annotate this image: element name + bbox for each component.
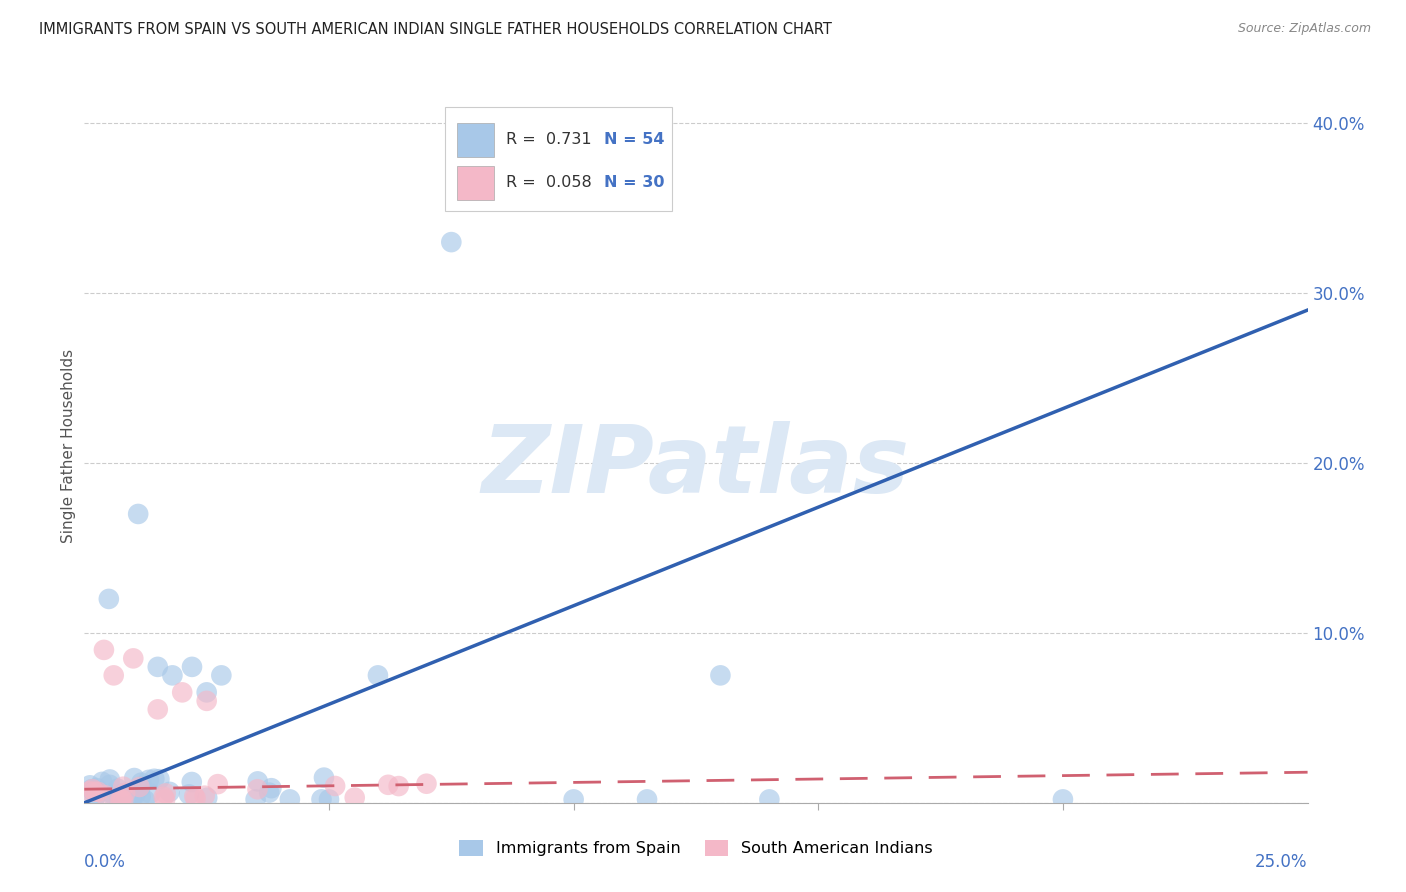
Point bbox=[758, 792, 780, 806]
Point bbox=[114, 786, 136, 800]
Point bbox=[162, 668, 184, 682]
Point bbox=[93, 643, 115, 657]
Point bbox=[177, 788, 200, 802]
Point bbox=[83, 783, 105, 797]
Point bbox=[377, 778, 399, 792]
Point bbox=[1052, 792, 1074, 806]
Text: 0.0%: 0.0% bbox=[84, 853, 127, 871]
Point bbox=[636, 792, 658, 806]
Point bbox=[245, 792, 267, 806]
Point bbox=[122, 651, 145, 665]
Point bbox=[103, 668, 125, 682]
Point bbox=[129, 780, 152, 794]
Point bbox=[103, 788, 125, 802]
Point bbox=[83, 791, 105, 805]
Point bbox=[172, 685, 194, 699]
Point bbox=[246, 774, 269, 789]
Point bbox=[112, 793, 135, 807]
Point bbox=[318, 792, 340, 806]
Point bbox=[155, 786, 177, 800]
Point bbox=[180, 775, 202, 789]
Point bbox=[143, 772, 166, 786]
Point bbox=[257, 786, 280, 800]
Point bbox=[709, 668, 731, 682]
Point bbox=[127, 507, 149, 521]
Point bbox=[181, 660, 204, 674]
Point bbox=[209, 668, 232, 682]
Text: Source: ZipAtlas.com: Source: ZipAtlas.com bbox=[1237, 22, 1371, 36]
Point bbox=[323, 779, 346, 793]
Point bbox=[121, 792, 143, 806]
Text: N = 30: N = 30 bbox=[605, 175, 665, 190]
Y-axis label: Single Father Households: Single Father Households bbox=[60, 349, 76, 543]
Point bbox=[207, 777, 229, 791]
Point bbox=[194, 789, 217, 803]
Point bbox=[128, 780, 150, 794]
Point bbox=[388, 779, 411, 793]
Point bbox=[562, 792, 585, 806]
FancyBboxPatch shape bbox=[446, 107, 672, 211]
Text: ZIPatlas: ZIPatlas bbox=[482, 421, 910, 514]
Point bbox=[184, 791, 207, 805]
Point bbox=[107, 781, 129, 796]
Point bbox=[80, 782, 103, 797]
Point bbox=[195, 790, 218, 805]
Point bbox=[311, 792, 333, 806]
Point bbox=[134, 793, 156, 807]
Point bbox=[312, 771, 335, 785]
Point bbox=[97, 591, 120, 606]
Point bbox=[83, 784, 105, 798]
Point bbox=[159, 785, 181, 799]
Point bbox=[82, 782, 104, 797]
Point bbox=[122, 771, 145, 785]
Text: IMMIGRANTS FROM SPAIN VS SOUTH AMERICAN INDIAN SINGLE FATHER HOUSEHOLDS CORRELAT: IMMIGRANTS FROM SPAIN VS SOUTH AMERICAN … bbox=[39, 22, 832, 37]
Point bbox=[110, 792, 132, 806]
Point bbox=[367, 668, 389, 682]
Point bbox=[91, 775, 114, 789]
Point bbox=[86, 781, 108, 796]
Text: R =  0.058: R = 0.058 bbox=[506, 175, 592, 190]
Point bbox=[79, 784, 101, 798]
Point bbox=[79, 778, 101, 792]
FancyBboxPatch shape bbox=[457, 166, 494, 200]
Point bbox=[195, 685, 218, 699]
Point bbox=[110, 794, 132, 808]
Point bbox=[98, 778, 121, 792]
Text: R =  0.731: R = 0.731 bbox=[506, 132, 592, 147]
Text: 25.0%: 25.0% bbox=[1256, 853, 1308, 871]
Point bbox=[246, 782, 269, 797]
Point bbox=[138, 772, 160, 787]
Point bbox=[343, 790, 366, 805]
Point bbox=[112, 780, 135, 794]
Point bbox=[415, 777, 437, 791]
FancyBboxPatch shape bbox=[457, 123, 494, 157]
Point bbox=[129, 789, 152, 804]
Point bbox=[260, 781, 283, 796]
Point bbox=[124, 788, 146, 802]
Point bbox=[146, 660, 169, 674]
Point bbox=[153, 792, 176, 806]
Point bbox=[183, 789, 205, 804]
Point bbox=[108, 793, 131, 807]
Point bbox=[278, 792, 301, 806]
Point bbox=[98, 772, 121, 787]
Point bbox=[103, 791, 125, 805]
Point bbox=[139, 786, 162, 800]
Point bbox=[131, 775, 153, 789]
Point bbox=[440, 235, 463, 249]
Point bbox=[94, 789, 117, 803]
Point bbox=[195, 694, 218, 708]
Point bbox=[111, 787, 134, 801]
Point bbox=[84, 789, 107, 804]
Point bbox=[146, 702, 169, 716]
Point bbox=[148, 772, 170, 787]
Legend: Immigrants from Spain, South American Indians: Immigrants from Spain, South American In… bbox=[453, 833, 939, 863]
Point bbox=[111, 787, 134, 801]
Text: N = 54: N = 54 bbox=[605, 132, 665, 147]
Point bbox=[87, 785, 110, 799]
Point bbox=[152, 789, 174, 804]
